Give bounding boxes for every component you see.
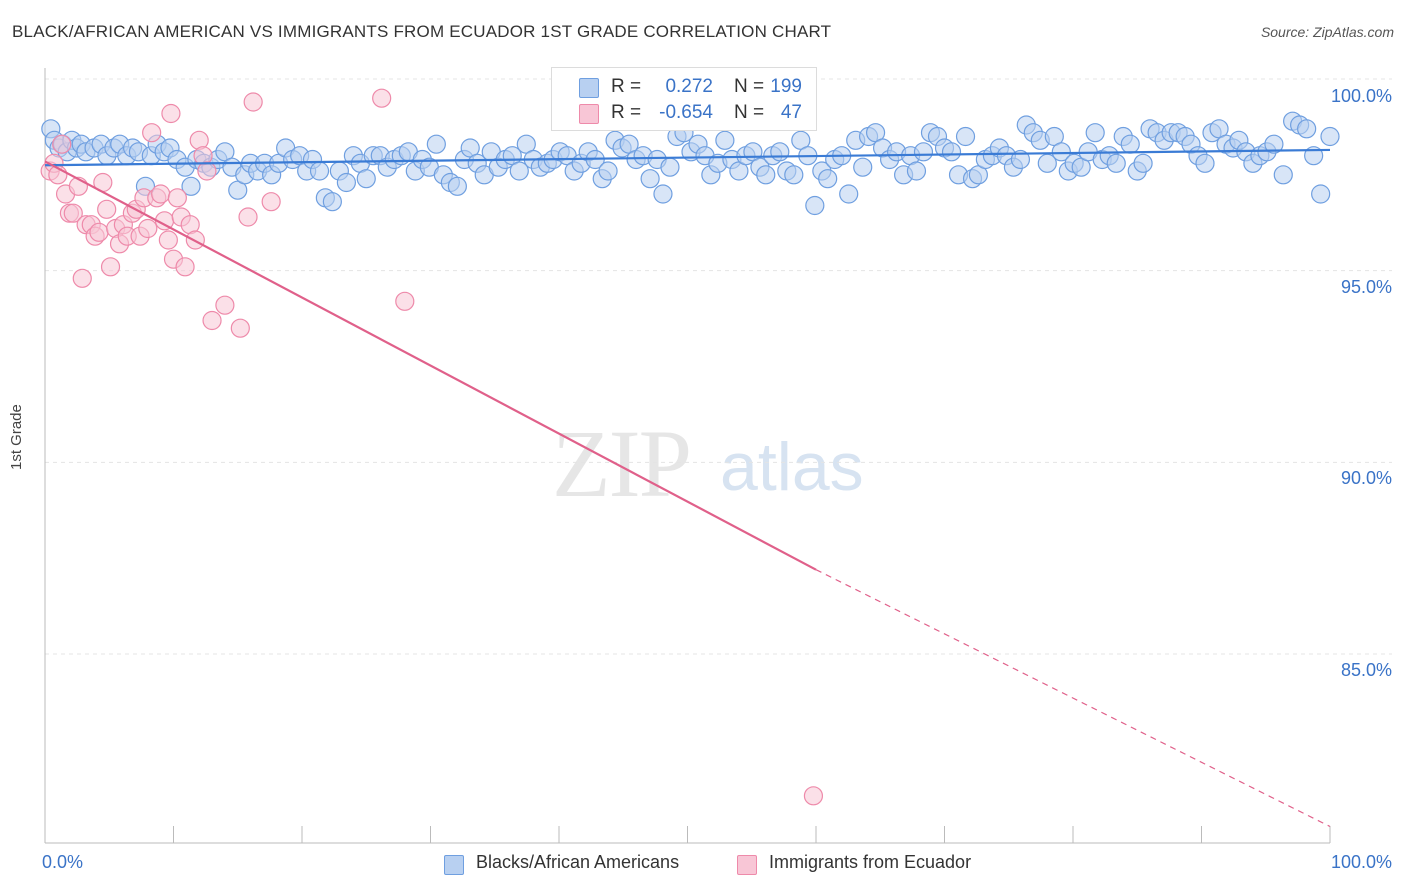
legend-swatch-blacks <box>444 855 464 875</box>
x-tick-label-min: 0.0% <box>42 852 84 872</box>
data-point-blacks <box>941 142 962 162</box>
data-point-blacks <box>356 169 376 189</box>
data-point-blacks <box>1133 153 1153 173</box>
data-point-ecuador <box>230 318 250 338</box>
data-point-blacks <box>1297 119 1317 139</box>
data-point-blacks <box>756 165 776 185</box>
data-point-ecuador <box>151 184 171 204</box>
data-point-ecuador <box>197 161 217 181</box>
data-point-blacks <box>598 161 618 181</box>
data-point-blacks <box>1051 142 1071 162</box>
data-point-ecuador <box>100 257 121 277</box>
legend-n-label: N = <box>734 76 765 97</box>
legend-r-value: -0.654 <box>659 102 713 123</box>
legend-label-ecuador: Immigrants from Ecuador <box>769 852 972 872</box>
trend-lines <box>44 148 1331 828</box>
legend-n-value: 47 <box>780 102 802 123</box>
legend-r-label: R = <box>611 102 642 123</box>
data-point-blacks <box>309 161 330 181</box>
data-point-blacks <box>1311 184 1331 204</box>
data-point-blacks <box>715 130 735 150</box>
legend-label-blacks: Blacks/African Americans <box>476 852 680 872</box>
data-point-ecuador <box>138 218 158 239</box>
data-point-blacks <box>839 184 859 204</box>
data-point-blacks <box>1320 126 1340 147</box>
data-point-blacks <box>770 142 790 162</box>
data-point-ecuador <box>142 123 162 143</box>
data-point-blacks <box>653 184 673 204</box>
data-point-ecuador <box>158 230 178 250</box>
data-point-blacks <box>1085 123 1105 143</box>
data-point-ecuador <box>89 222 109 242</box>
data-point-blacks <box>906 161 927 181</box>
data-point-blacks <box>1106 153 1126 173</box>
data-point-ecuador <box>803 786 824 806</box>
chart-source: Source: ZipAtlas.com <box>1260 24 1394 40</box>
data-point-blacks <box>447 176 467 196</box>
legend-n-value: 199 <box>770 76 802 97</box>
data-point-ecuador <box>202 310 222 331</box>
data-point-ecuador <box>261 192 281 212</box>
legend-row-ecuador: R = -0.654 N = 47 <box>552 102 816 126</box>
trend-line-ecuador <box>44 160 817 571</box>
data-point-blacks <box>818 169 838 189</box>
data-point-ecuador <box>97 199 117 219</box>
legend-swatch-ecuador <box>737 855 757 875</box>
data-point-blacks <box>336 172 356 193</box>
data-point-ecuador <box>167 188 187 208</box>
legend-row-blacks: R = 0.272 N = 199 <box>552 76 816 100</box>
data-point-blacks <box>181 176 201 196</box>
y-tick-label-95: 95.0% <box>1340 277 1392 297</box>
data-point-blacks <box>1273 165 1293 185</box>
correlation-legend: R = 0.272 N = 199 R = -0.654 N = 47 <box>551 67 817 131</box>
trend-line-blacks <box>44 148 1331 167</box>
data-point-blacks <box>509 161 529 181</box>
legend-r-value: 0.272 <box>665 76 713 97</box>
data-point-ecuador <box>161 103 181 124</box>
data-point-ecuador <box>63 203 83 223</box>
data-point-blacks <box>660 157 680 177</box>
data-point-blacks <box>1010 149 1031 170</box>
data-point-ecuador <box>175 257 195 277</box>
data-point-ecuador <box>52 134 72 154</box>
data-point-blacks <box>784 165 804 185</box>
data-point-blacks <box>640 169 660 189</box>
y-tick-label-85: 85.0% <box>1340 660 1392 680</box>
trend-line-ecuador-extrapolated <box>815 569 1331 828</box>
legend-r-label: R = <box>611 76 642 97</box>
legend-n-label: N = <box>734 102 765 123</box>
y-tick-label-100: 100.0% <box>1330 86 1392 106</box>
data-point-blacks <box>426 134 446 154</box>
data-point-blacks <box>955 126 976 147</box>
legend-swatch-ecuador <box>579 104 599 124</box>
y-tick-label-90: 90.0% <box>1340 468 1392 488</box>
data-point-blacks <box>913 142 934 162</box>
data-point-blacks <box>853 157 873 177</box>
data-point-blacks <box>1195 153 1215 173</box>
chart-title: BLACK/AFRICAN AMERICAN VS IMMIGRANTS FRO… <box>12 22 832 41</box>
data-point-blacks <box>1264 134 1284 154</box>
legend-swatch-blacks <box>579 78 599 98</box>
data-point-ecuador <box>215 295 235 315</box>
axes <box>44 68 1331 844</box>
y-axis-label: 1st Grade <box>8 404 25 470</box>
watermark-zip: ZIP <box>552 410 692 517</box>
x-tick-label-max: 100.0% <box>1330 852 1392 872</box>
data-point-blacks <box>1120 134 1140 154</box>
data-point-ecuador <box>395 291 415 311</box>
data-points <box>40 88 1340 806</box>
series-legend: Blacks/African Americans Immigrants from… <box>0 852 1406 878</box>
data-point-ecuador <box>238 207 258 227</box>
data-point-ecuador <box>372 88 392 108</box>
data-point-ecuador <box>243 92 263 112</box>
data-point-ecuador <box>72 268 92 288</box>
data-point-blacks <box>322 192 342 212</box>
data-point-blacks <box>805 195 825 216</box>
watermark-atlas: atlas <box>720 429 864 505</box>
